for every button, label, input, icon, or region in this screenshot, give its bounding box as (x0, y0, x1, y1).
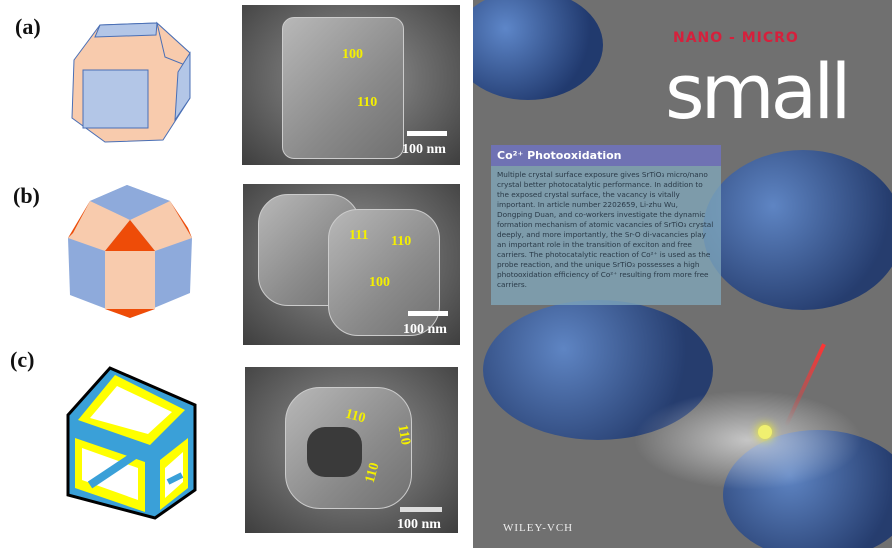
panel-label-c: (c) (10, 347, 35, 372)
scale-label: 100 nm (403, 322, 447, 337)
facet-label: 110 (357, 95, 378, 110)
facet-label: 110 (394, 423, 413, 447)
facet-label: 100 (369, 275, 390, 290)
panel-label-a: (a) (15, 14, 41, 39)
truncated-octahedron-model-b (68, 185, 192, 318)
sem-image-a: 100 110 100 nm (242, 5, 460, 165)
panel-label-b: (b) (13, 183, 40, 208)
hollow-cavity (307, 427, 362, 477)
molecule-cluster (703, 150, 892, 310)
scale-bar (400, 507, 442, 512)
facet-label: 111 (349, 228, 369, 243)
crystal-a (282, 17, 404, 159)
facet-label: 100 (342, 47, 363, 62)
highlight-box: Co²⁺ Photooxidation Multiple crystal sur… (491, 145, 721, 305)
journal-prefix: NANO - MICRO (673, 30, 799, 46)
glow (633, 390, 863, 490)
truncated-cube-model-a (71, 21, 191, 143)
publisher-logo: WILEY-VCH (503, 522, 574, 534)
box-title: Co²⁺ Photooxidation (491, 145, 721, 166)
exciton-dot (758, 425, 772, 439)
facet-label: 110 (391, 234, 412, 249)
journal-cover: NANO - MICRO small Co²⁺ Photooxidation M… (473, 0, 892, 548)
box-text: Multiple crystal surface exposure gives … (497, 170, 714, 289)
sem-image-b: 111 110 100 100 nm (243, 184, 460, 345)
scale-bar (408, 311, 448, 316)
crystal-b (328, 209, 440, 336)
scale-bar (407, 131, 447, 136)
scale-label: 100 nm (397, 517, 441, 532)
molecule-cluster (473, 0, 603, 100)
scale-label: 100 nm (402, 142, 446, 157)
hollow-frame-model-c (66, 366, 197, 520)
journal-title: small (665, 47, 851, 136)
sem-image-c: 110 110 110 100 nm (245, 367, 458, 533)
